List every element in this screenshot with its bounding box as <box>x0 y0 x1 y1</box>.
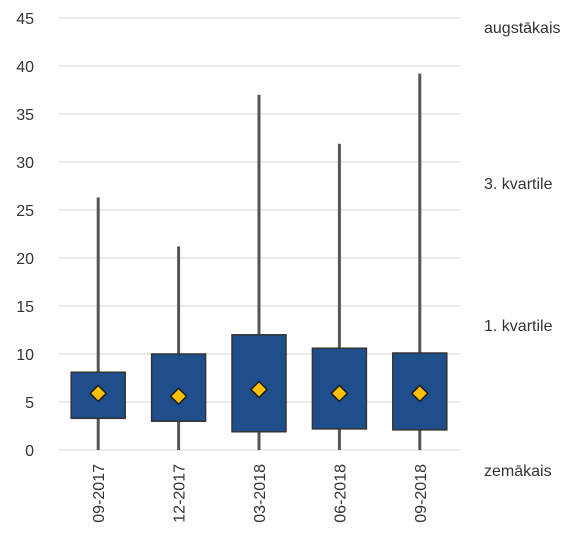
mean-marker <box>330 384 349 403</box>
box-group <box>392 73 448 450</box>
y-tick-label: 35 <box>16 107 34 124</box>
y-tick-label: 0 <box>25 443 34 460</box>
y-tick-label: 10 <box>16 347 34 364</box>
y-axis-tick-labels: 0 5 10 15 20 25 30 35 40 45 <box>16 11 34 460</box>
box-group <box>231 94 287 450</box>
mean-marker <box>249 380 269 399</box>
x-axis-tick-labels: 09-2017 12-2017 03-2018 06-2018 09-2018 <box>91 464 430 523</box>
mean-marker <box>89 384 108 403</box>
x-tick-label: 09-2018 <box>413 464 430 523</box>
legend-lowest-label: zemākais <box>484 463 552 480</box>
y-tick-label: 45 <box>16 11 34 28</box>
y-tick-label: 40 <box>16 59 34 76</box>
x-tick-label: 03-2018 <box>252 464 269 523</box>
y-tick-label: 20 <box>16 251 34 268</box>
y-tick-label: 25 <box>16 203 34 220</box>
x-tick-label: 09-2017 <box>91 464 108 523</box>
box-group <box>150 246 207 450</box>
box-group <box>311 143 368 450</box>
mean-marker <box>169 387 188 406</box>
box-group <box>70 197 126 450</box>
x-tick-label: 12-2017 <box>172 464 189 523</box>
mean-marker <box>410 384 429 403</box>
box-series <box>70 73 448 450</box>
legend-highest-label: augstākais <box>484 20 561 37</box>
box-rect <box>231 334 287 433</box>
x-tick-label: 06-2018 <box>332 464 349 523</box>
y-tick-label: 30 <box>16 155 34 172</box>
legend-q3-label: 3. kvartile <box>484 176 553 193</box>
legend-q1-label: 1. kvartile <box>484 318 553 335</box>
y-tick-label: 15 <box>16 299 34 316</box>
y-tick-label: 5 <box>25 395 34 412</box>
